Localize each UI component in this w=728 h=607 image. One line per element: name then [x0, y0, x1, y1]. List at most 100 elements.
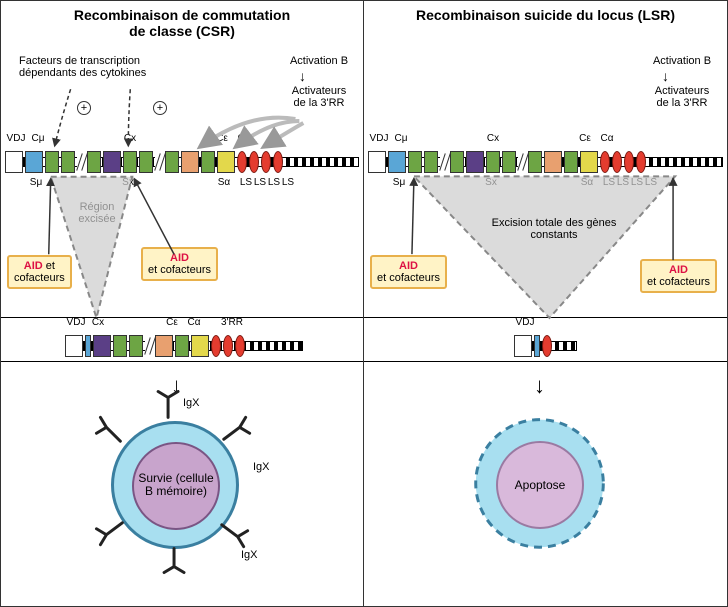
rg-cx: [466, 151, 484, 173]
rlbl-sa: Sα: [572, 177, 602, 188]
rg-g4: [486, 151, 500, 173]
gene2-labels-left: VDJ Cx Cε Cα 3'RR: [65, 317, 359, 328]
lbl2-cx: Cx: [87, 317, 109, 328]
rg-gap1: [440, 153, 450, 171]
g2-g1: [113, 335, 127, 357]
rlbl-sx: Sx: [480, 177, 502, 188]
rls-2: [612, 151, 622, 173]
r2g-smu: [534, 335, 540, 357]
gene-g5: [139, 151, 153, 173]
gene-cmu: [25, 151, 43, 173]
g2-ls1: [211, 335, 221, 357]
lbl-3rr: 3'RR: [215, 317, 249, 328]
gene-strip-2-right: [514, 333, 577, 359]
rg-g6: [528, 151, 542, 173]
rlbl-ls4: LS: [644, 177, 658, 188]
gene-ce: [181, 151, 199, 173]
gene-g1: [45, 151, 59, 173]
gene-g4: [123, 151, 137, 173]
cell-label-right: Apoptose: [498, 479, 582, 492]
gene-labels-top-left: VDJ Cμ Cx Cε Cα: [5, 133, 359, 144]
lbl-sx: Sx: [117, 177, 139, 188]
lbl-ce: Cε: [211, 133, 233, 144]
raid-bold-2: AID: [669, 264, 688, 276]
rlbl-ca: Cα: [596, 133, 618, 144]
igx-label-1: IgX: [183, 397, 200, 409]
r2g-ls: [542, 335, 552, 357]
arrow-down-left: ↓: [171, 373, 182, 399]
r2g-vdj: [514, 335, 532, 357]
arrow-activation-right: ↓: [662, 69, 669, 84]
lbl-ls4: LS: [281, 177, 295, 188]
gene-g3: [87, 151, 101, 173]
igx-label-3: IgX: [241, 549, 258, 561]
aid-box-left-2: AIDet cofacteurs: [141, 247, 218, 281]
arrow-down-right: ↓: [534, 373, 545, 399]
ls-1: [237, 151, 247, 173]
label-transcription-factors: Facteurs de transcriptiondépendants des …: [19, 55, 189, 79]
gene-g6: [165, 151, 179, 173]
rlbl-ls3: LS: [630, 177, 644, 188]
g2-g2: [129, 335, 143, 357]
raid-bold-1: AID: [399, 260, 418, 272]
ls-2: [249, 151, 259, 173]
label-activators-right: Activateursde la 3'RR: [642, 85, 722, 109]
igx-label-2: IgX: [253, 461, 270, 473]
label-excised-right: Excision totale des gènesconstants: [474, 217, 634, 241]
cell-label-left: Survie (celluleB mémoire): [134, 472, 218, 498]
gene-strip-2-left: [65, 333, 303, 359]
gene2-labels-right: VDJ: [514, 317, 723, 328]
label-activators-left: Activateursde la 3'RR: [279, 85, 359, 109]
panel-lsr: Recombinaison suicide du locus (LSR) Act…: [364, 1, 727, 606]
figure: Recombinaison de commutationde classe (C…: [0, 0, 728, 607]
aid-bold-1: AID: [24, 260, 43, 272]
plus-icon-2: +: [153, 101, 167, 115]
ls-4: [273, 151, 283, 173]
g2-ls3: [235, 335, 245, 357]
raid-suffix-1: et cofacteurs: [377, 272, 440, 284]
lbl-ls1: LS: [239, 177, 253, 188]
ls-3: [261, 151, 271, 173]
rg-vdj: [368, 151, 386, 173]
label-excised-left: Régionexcisée: [67, 201, 127, 225]
separator-2-right: [364, 361, 727, 362]
lbl-cmu: Cμ: [27, 133, 49, 144]
rg-g3: [450, 151, 464, 173]
lbl-ca: Cα: [233, 133, 255, 144]
nucleus-left: Survie (celluleB mémoire): [132, 442, 220, 530]
lbl-smu: Sμ: [25, 177, 47, 188]
g2-ca: [191, 335, 209, 357]
rls-4: [636, 151, 646, 173]
gene-g2: [61, 151, 75, 173]
gene-labels-top-right: VDJ Cμ Cx Cε Cα: [368, 133, 723, 144]
aid-box-right-1: AIDet cofacteurs: [370, 255, 447, 289]
lbl2-vdj: VDJ: [65, 317, 87, 328]
g2-smu: [85, 335, 91, 357]
lbl2-ca: Cα: [183, 317, 205, 328]
rg-g1: [408, 151, 422, 173]
gene-cx: [103, 151, 121, 173]
panel-csr: Recombinaison de commutationde classe (C…: [1, 1, 364, 606]
g2-ls2: [223, 335, 233, 357]
rls-1: [600, 151, 610, 173]
rg-gap2: [518, 153, 528, 171]
g2-vdj: [65, 335, 83, 357]
lbl-cx: Cx: [119, 133, 141, 144]
gene-strip-1-left: [5, 149, 359, 175]
rls-3: [624, 151, 634, 173]
nucleus-right: Apoptose: [496, 441, 584, 529]
lbl-ls3: LS: [267, 177, 281, 188]
lbl2-ce: Cε: [161, 317, 183, 328]
title-right: Recombinaison suicide du locus (LSR): [416, 7, 675, 23]
rlbl-vdj: VDJ: [368, 133, 390, 144]
arrow-activation-left: ↓: [299, 69, 306, 84]
rlbl-ls1: LS: [602, 177, 616, 188]
gene-ca: [217, 151, 235, 173]
raid-suffix-2: et cofacteurs: [647, 276, 710, 288]
aid-box-right-2: AIDet cofacteurs: [640, 259, 717, 293]
rg-g2: [424, 151, 438, 173]
rg-ce: [544, 151, 562, 173]
g2-g3: [175, 335, 189, 357]
gene-vdj: [5, 151, 23, 173]
separator-2-left: [1, 361, 363, 362]
